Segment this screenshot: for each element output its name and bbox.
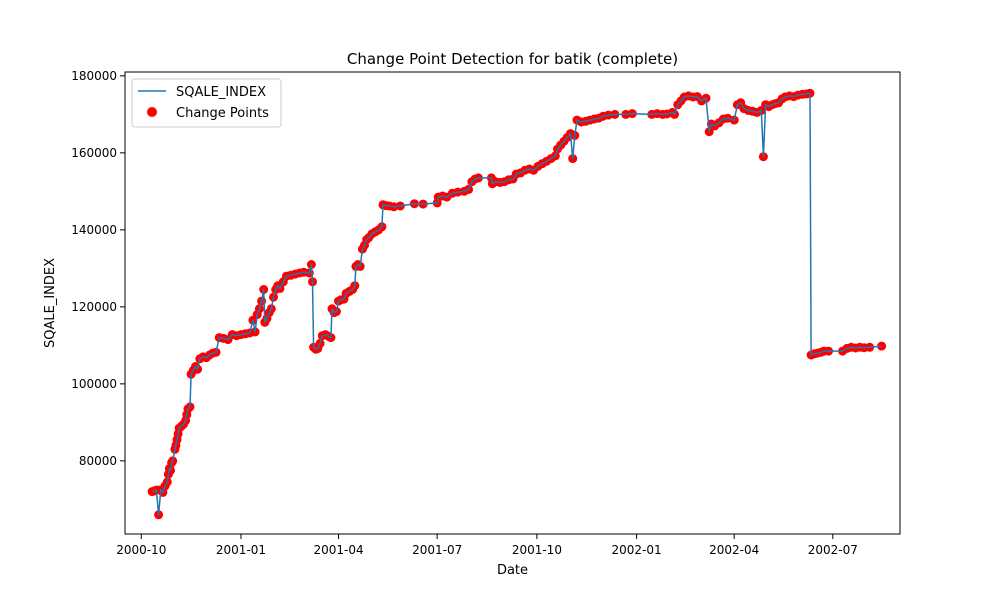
x-axis: 2000-10 2001-01 2001-04 2001-07 2001-10 2002-…: [116, 534, 858, 557]
plot-frame: [124, 71, 901, 535]
x-tick-label: 2002-04: [709, 543, 759, 557]
series-layer: [151, 92, 882, 516]
y-tick-label: 140000: [71, 223, 117, 237]
legend-dot-swatch: [147, 107, 157, 117]
legend: SQALE_INDEX Change Points: [131, 78, 282, 128]
x-tick-label: 2001-07: [412, 543, 462, 557]
x-tick-label: 2000-10: [116, 543, 166, 557]
legend-label-series: SQALE_INDEX: [176, 85, 266, 100]
x-tick-label: 2001-10: [512, 543, 562, 557]
y-tick-label: 180000: [71, 69, 117, 83]
x-axis-label: Date: [497, 563, 528, 578]
y-tick-label: 100000: [71, 377, 117, 391]
x-tick-label: 2001-01: [216, 543, 266, 557]
y-tick-label: 160000: [71, 146, 117, 160]
plot-area: [125, 72, 900, 534]
y-tick-label: 80000: [79, 454, 117, 468]
x-tick-label: 2001-04: [313, 543, 363, 557]
y-axis: 80000 100000 120000 140000 160000 180000: [71, 69, 125, 468]
y-tick-label: 120000: [71, 300, 117, 314]
x-tick-label: 2002-01: [612, 543, 662, 557]
legend-label-points: Change Points: [176, 106, 269, 121]
x-tick-label: 2002-07: [808, 543, 858, 557]
sqale-index-line: [151, 92, 882, 516]
chart-title: Change Point Detection for batik (comple…: [347, 50, 678, 68]
y-axis-label: SQALE_INDEX: [43, 258, 58, 348]
legend-box: [131, 78, 282, 128]
